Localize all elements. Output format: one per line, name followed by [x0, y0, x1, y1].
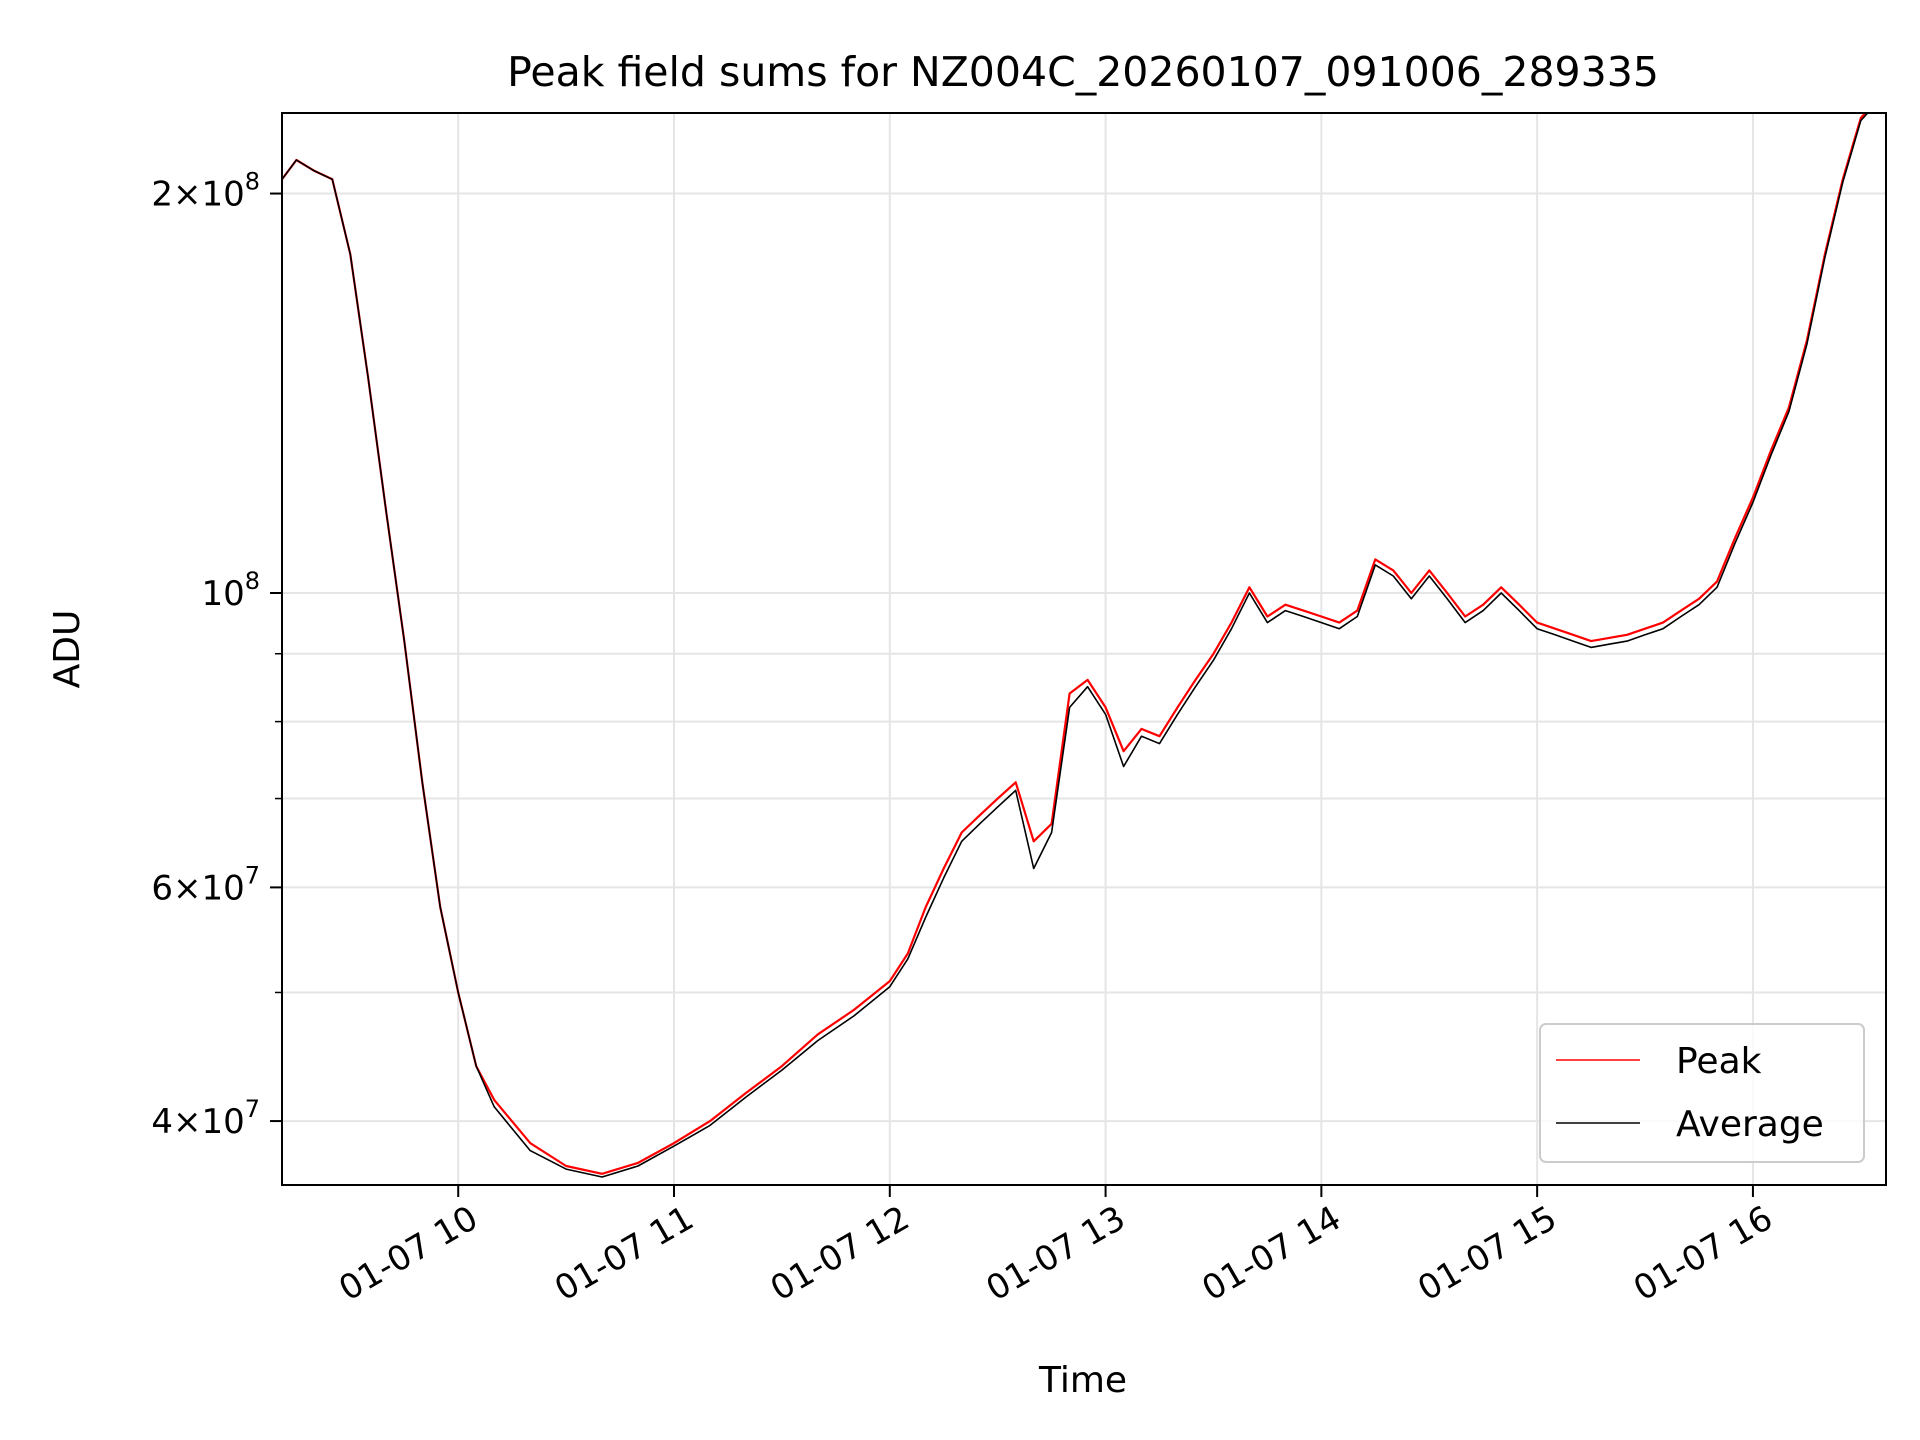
series-line-peak — [282, 113, 1867, 1175]
y-tick-label-mantissa: 4 — [151, 1102, 173, 1142]
chart-title: Peak field sums for NZ004C_20260107_0910… — [507, 48, 1659, 96]
y-tick-label-exponent: 8 — [245, 168, 260, 196]
x-tick-label: 01-07 16 — [1627, 1198, 1779, 1309]
y-tick-label-base: ×10 — [173, 1102, 245, 1142]
x-tick-label: 01-07 12 — [764, 1198, 916, 1309]
y-tick-label: 108 — [201, 567, 260, 614]
y-tick-label: 6×107 — [151, 861, 260, 908]
y-tick-label-exponent: 8 — [245, 567, 260, 595]
y-tick-label-mantissa: 2 — [151, 175, 173, 215]
plot-frame — [281, 112, 1887, 1186]
x-tick-label: 01-07 11 — [548, 1198, 700, 1309]
y-tick-label-base: 10 — [201, 574, 244, 614]
x-axis-ticks: 01-07 10 01-07 11 01-07 12 01-07 13 01-07 14… — [332, 1185, 1779, 1309]
x-tick-label: 01-07 15 — [1411, 1198, 1563, 1309]
series-group — [282, 113, 1869, 1178]
y-tick-label: 2×108 — [151, 168, 260, 215]
legend-average-label: Average — [1676, 1104, 1824, 1145]
legend-peak-label: Peak — [1676, 1041, 1762, 1082]
y-tick-label-exponent: 7 — [245, 1095, 260, 1123]
legend: Peak Average — [1539, 1023, 1865, 1163]
y-tick-label-base: ×10 — [173, 175, 245, 215]
y-tick-label-mantissa: 6 — [151, 868, 173, 908]
x-tick-label: 01-07 13 — [980, 1198, 1132, 1309]
series-line-average — [282, 113, 1869, 1178]
x-axis-label: Time — [1038, 1360, 1127, 1401]
x-tick-label: 01-07 10 — [332, 1198, 484, 1309]
grid-lines — [282, 113, 1886, 1185]
y-tick-label-exponent: 7 — [245, 861, 260, 889]
y-tick-label-base: ×10 — [173, 868, 245, 908]
y-axis-label: ADU — [47, 610, 88, 689]
x-tick-label: 01-07 14 — [1195, 1198, 1347, 1309]
legend-box — [1539, 1023, 1865, 1163]
y-tick-label: 4×107 — [151, 1095, 260, 1142]
